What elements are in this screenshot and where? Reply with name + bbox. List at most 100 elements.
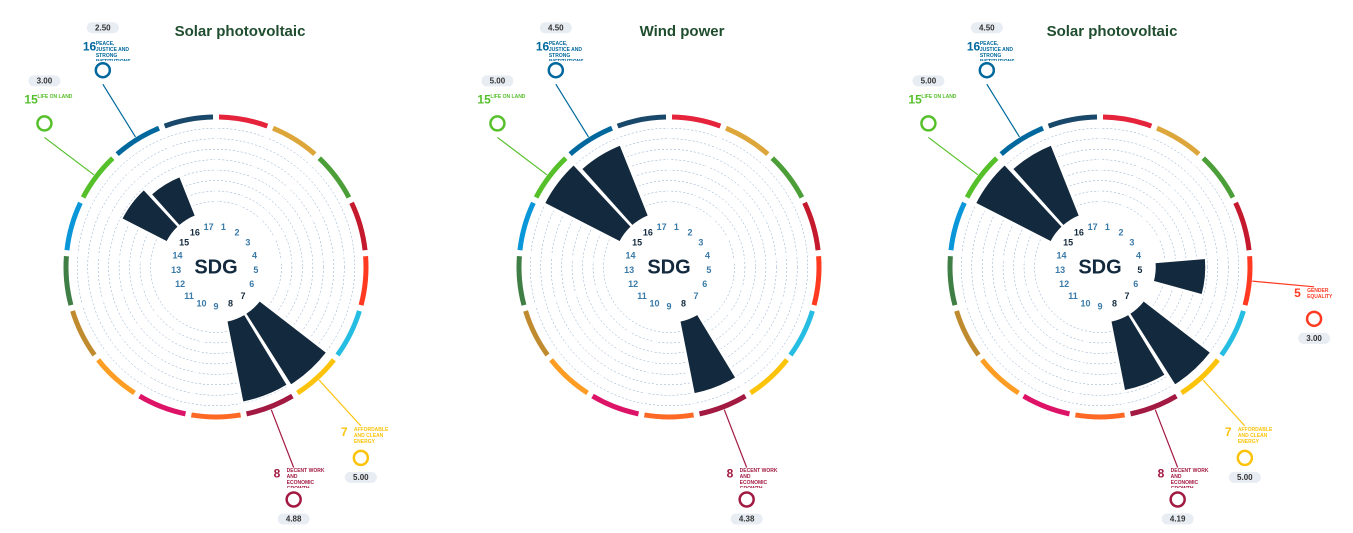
- goal-ring: [517, 201, 536, 251]
- goal-icon: [1169, 491, 1186, 508]
- ring-line: [97, 148, 335, 386]
- goal-name: LIFE ON LAND: [921, 94, 957, 101]
- goal-icon: [36, 115, 53, 132]
- category-label: 2: [1119, 227, 1124, 237]
- leader-line: [102, 83, 136, 138]
- category-label: 8: [681, 299, 686, 309]
- sector-divider: [721, 281, 808, 308]
- sector-divider: [592, 313, 641, 390]
- goal-ring: [698, 393, 747, 417]
- sector-divider: [234, 132, 269, 217]
- category-label: 16: [1074, 227, 1084, 237]
- sector-divider: [525, 252, 615, 263]
- category-label: 14: [1057, 250, 1067, 260]
- goal-ring: [271, 125, 317, 157]
- bar: [1011, 143, 1081, 228]
- value-label: 5.00: [1237, 473, 1253, 482]
- goal-name-box: PEACE, JUSTICE AND STRONG INSTITUTIONS: [549, 41, 584, 61]
- sector-divider: [1047, 132, 1082, 217]
- goal-ring: [245, 393, 294, 417]
- goal-name-box: PEACE, JUSTICE AND STRONG INSTITUTIONS: [980, 41, 1015, 61]
- leader-line: [318, 379, 362, 427]
- category-label: 3: [698, 237, 703, 247]
- sector-divider: [1136, 159, 1198, 228]
- value-label: 4.50: [548, 23, 564, 32]
- category-label: 12: [175, 279, 185, 289]
- sector-divider: [1148, 201, 1230, 244]
- goal-name: AFFORDABLE AND CLEAN ENERGY: [353, 426, 389, 445]
- goal-ring: [1233, 201, 1252, 251]
- leader-line: [270, 409, 295, 468]
- category-label: 13: [171, 265, 181, 275]
- sector-divider: [1109, 320, 1128, 409]
- goal-name: DECENT WORK AND ECONOMIC GROWTH: [739, 468, 778, 488]
- goal-ring: [64, 201, 83, 251]
- goal-name-box: LIFE ON LAND: [490, 94, 526, 101]
- goal-ring: [616, 114, 667, 129]
- value-pill: [1228, 471, 1261, 483]
- ring-line: [571, 169, 767, 365]
- goal-name: LIFE ON LAND: [490, 94, 526, 101]
- goal-number: 16: [967, 39, 981, 53]
- value-pill: [730, 513, 763, 525]
- goal-ring: [516, 255, 527, 306]
- goal-icon: [547, 61, 565, 79]
- chart-title: Solar photovoltaic: [175, 23, 306, 40]
- goal-name-box: PEACE, JUSTICE AND STRONG INSTITUTIONS: [96, 41, 131, 61]
- value-pill: [1298, 332, 1331, 344]
- category-label: 16: [643, 227, 653, 237]
- category-label: 17: [657, 222, 667, 232]
- goal-name: AFFORDABLE AND CLEAN ENERGY: [1237, 426, 1273, 445]
- goal-ring: [1047, 114, 1098, 129]
- category-label: 17: [1088, 222, 1098, 232]
- goal-ring: [770, 156, 805, 199]
- category-label: 1: [674, 222, 679, 232]
- ring-line: [118, 169, 314, 365]
- category-label: 11: [184, 291, 194, 301]
- value-label: 3.00: [1306, 334, 1322, 343]
- goal-ring: [523, 310, 550, 357]
- sector-divider: [270, 252, 360, 263]
- goal-icon: [1305, 310, 1323, 328]
- sector-divider: [1072, 320, 1091, 409]
- sector-divider: [77, 281, 164, 308]
- category-label: 4: [705, 250, 710, 260]
- goal-ring: [947, 255, 958, 306]
- value-label: 5.00: [490, 77, 506, 86]
- category-label: 7: [240, 291, 245, 301]
- goal-ring: [591, 393, 640, 417]
- goal-name-box: AFFORDABLE AND CLEAN ENERGY: [1237, 426, 1273, 445]
- sector-divider: [1152, 281, 1239, 308]
- sector-divider: [1118, 132, 1153, 217]
- category-label: 10: [1081, 299, 1091, 309]
- goal-ring: [349, 201, 368, 251]
- goal-icon: [920, 115, 937, 132]
- goal-ring: [671, 114, 722, 129]
- goal-ring: [1201, 156, 1236, 199]
- goal-number: 15: [24, 93, 38, 107]
- value-pill: [277, 513, 310, 525]
- goal-number: 8: [274, 467, 281, 481]
- goal-ring: [1129, 393, 1178, 417]
- category-label: 6: [249, 279, 254, 289]
- goal-ring: [999, 125, 1045, 157]
- bar: [1128, 299, 1212, 387]
- goal-number: 16: [536, 39, 550, 53]
- value-label: 4.19: [1170, 515, 1186, 524]
- category-label: 17: [204, 222, 214, 232]
- bar: [543, 163, 633, 244]
- category-label: 7: [1124, 291, 1129, 301]
- goal-name: DECENT WORK AND ECONOMIC GROWTH: [1170, 468, 1209, 488]
- category-label: 6: [702, 279, 707, 289]
- category-label: 10: [197, 299, 207, 309]
- sector-divider: [687, 132, 722, 217]
- sector-divider: [678, 320, 697, 409]
- category-label: 9: [666, 301, 671, 311]
- goal-ring: [802, 201, 821, 251]
- category-label: 2: [688, 227, 693, 237]
- leader-line: [1202, 379, 1246, 427]
- bar: [580, 143, 650, 228]
- goal-number: 16: [83, 39, 97, 53]
- goal-icon: [1236, 449, 1254, 467]
- sector-divider: [100, 299, 173, 355]
